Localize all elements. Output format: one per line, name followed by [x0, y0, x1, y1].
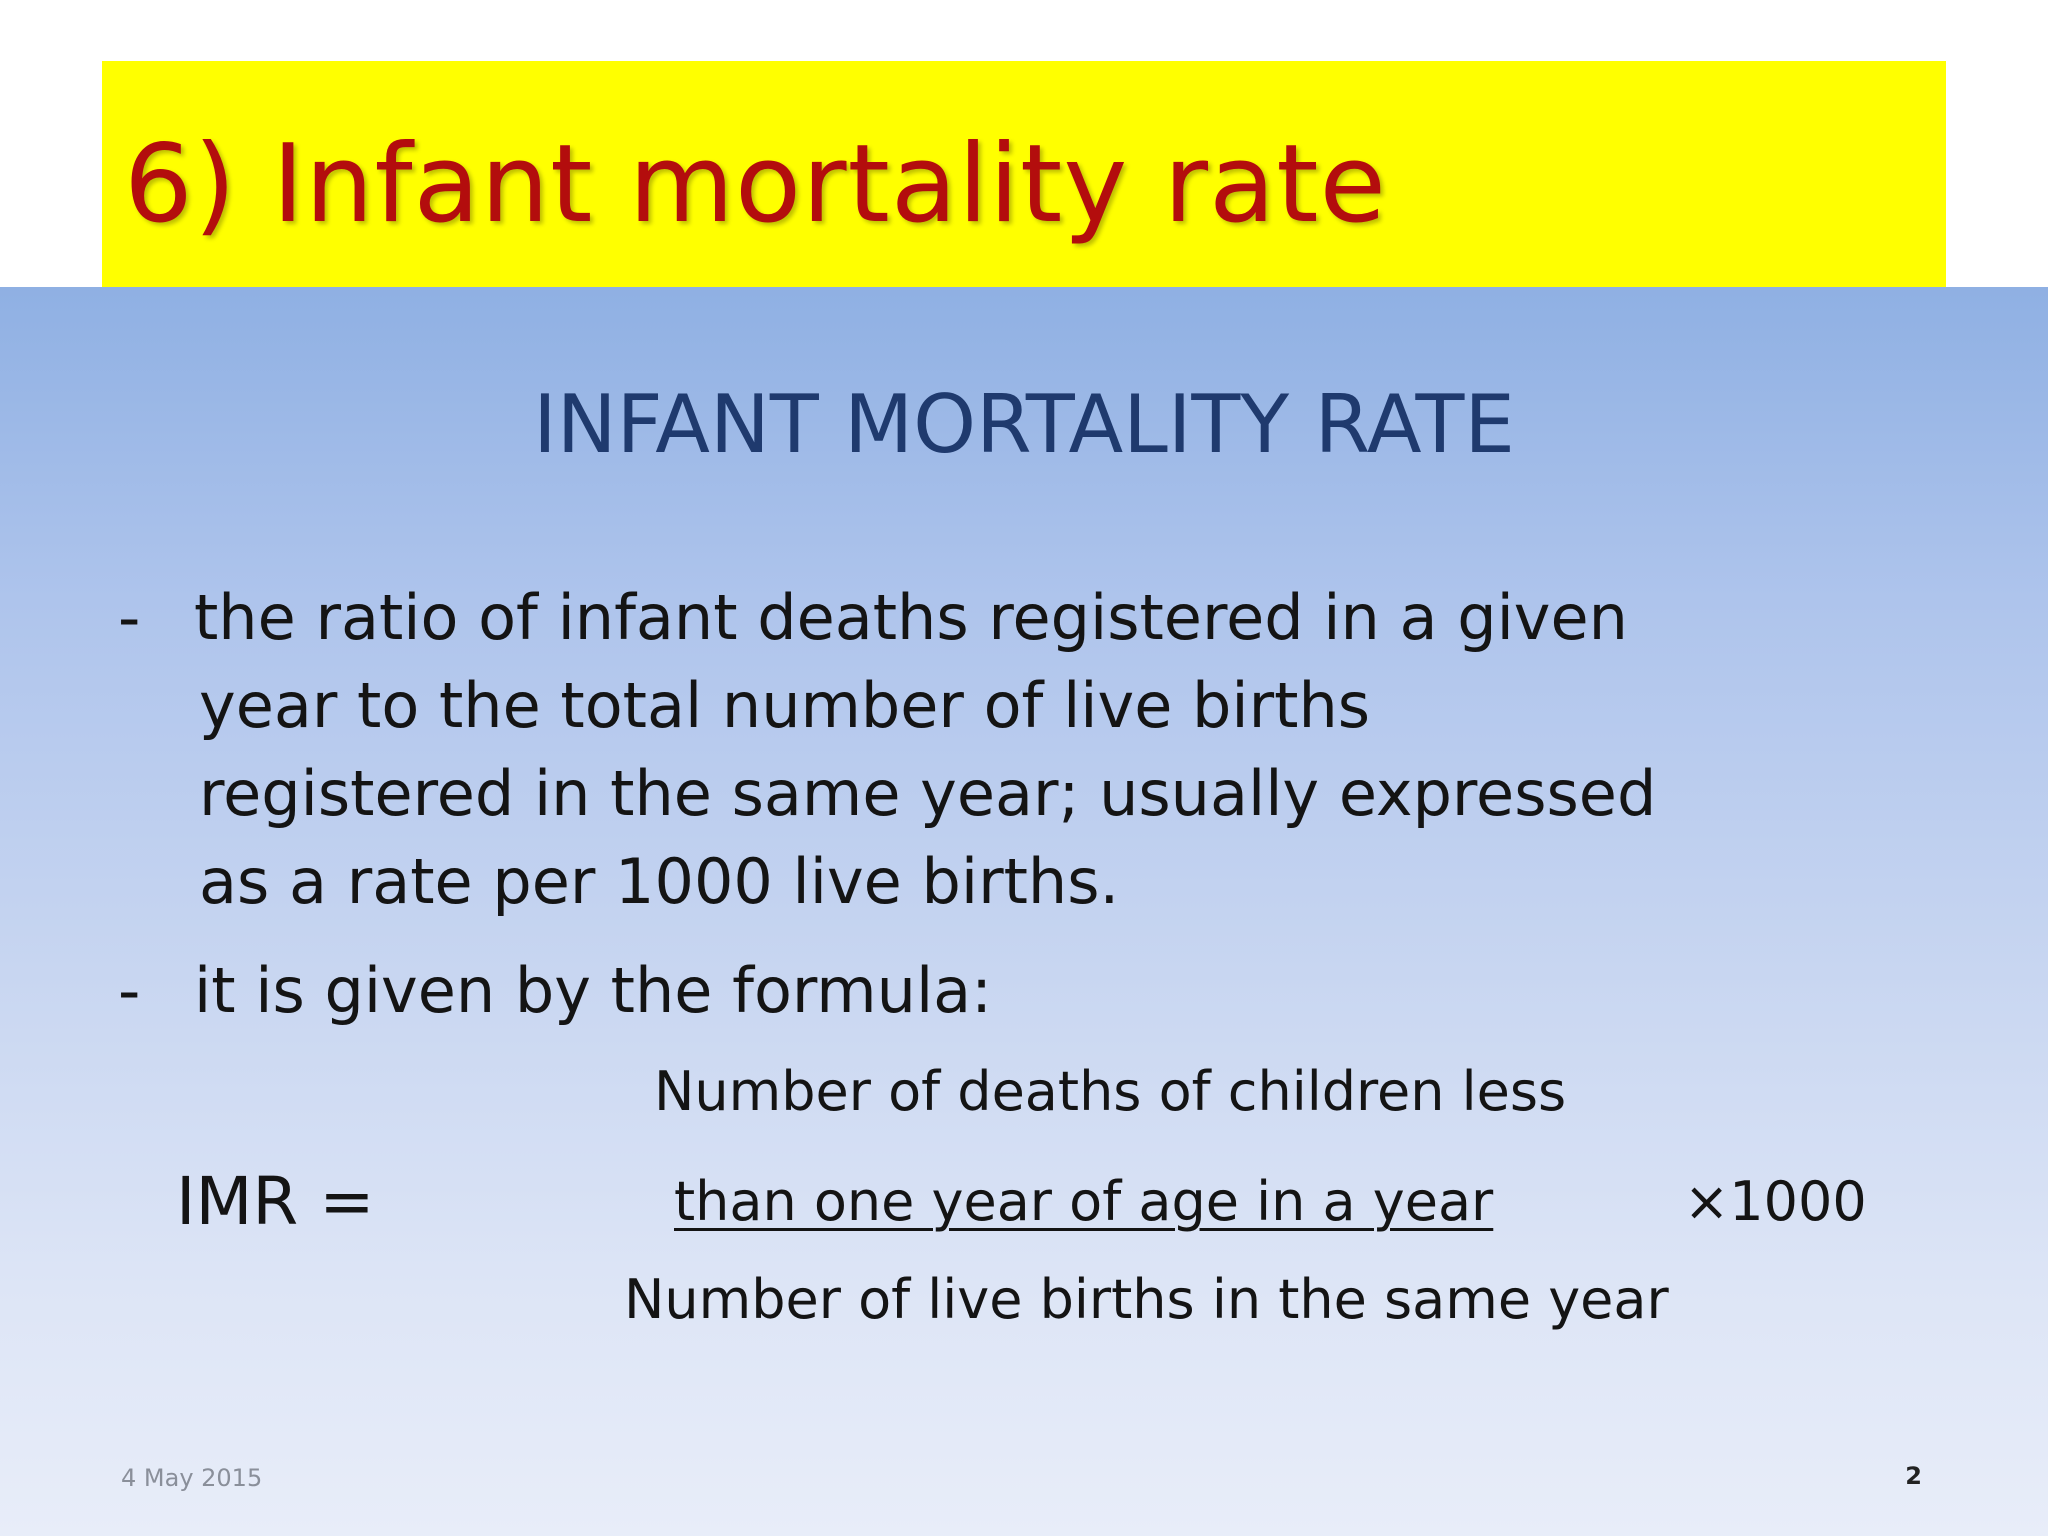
formula-denominator: Number of live births in the same year: [624, 1268, 1669, 1331]
footer-date: 4 May 2015: [121, 1464, 263, 1492]
bullet-line: year to the total number of live births: [199, 669, 1371, 742]
slide-heading: INFANT MORTALITY RATE: [533, 378, 1515, 471]
formula-label: IMR =: [176, 1163, 375, 1240]
formula-multiplier: ×1000: [1684, 1170, 1867, 1233]
title-banner: 6) Infant mortality rate: [102, 61, 1946, 287]
page-title: 6) Infant mortality rate: [124, 122, 1387, 247]
footer-page-number: 2: [1905, 1462, 1922, 1490]
bullet-line: it is given by the formula:: [194, 954, 993, 1027]
bullet-dash: -: [118, 581, 141, 654]
bullet-line: registered in the same year; usually exp…: [199, 757, 1657, 830]
bullet-dash: -: [118, 954, 141, 1027]
formula-numerator-line2: than one year of age in a year: [674, 1170, 1494, 1233]
bullet-line: the ratio of infant deaths registered in…: [194, 581, 1628, 654]
formula-numerator-line1: Number of deaths of children less: [654, 1060, 1567, 1123]
slide-content: INFANT MORTALITY RATE - the ratio of inf…: [0, 287, 2048, 1536]
bullet-line: as a rate per 1000 live births.: [199, 845, 1120, 918]
